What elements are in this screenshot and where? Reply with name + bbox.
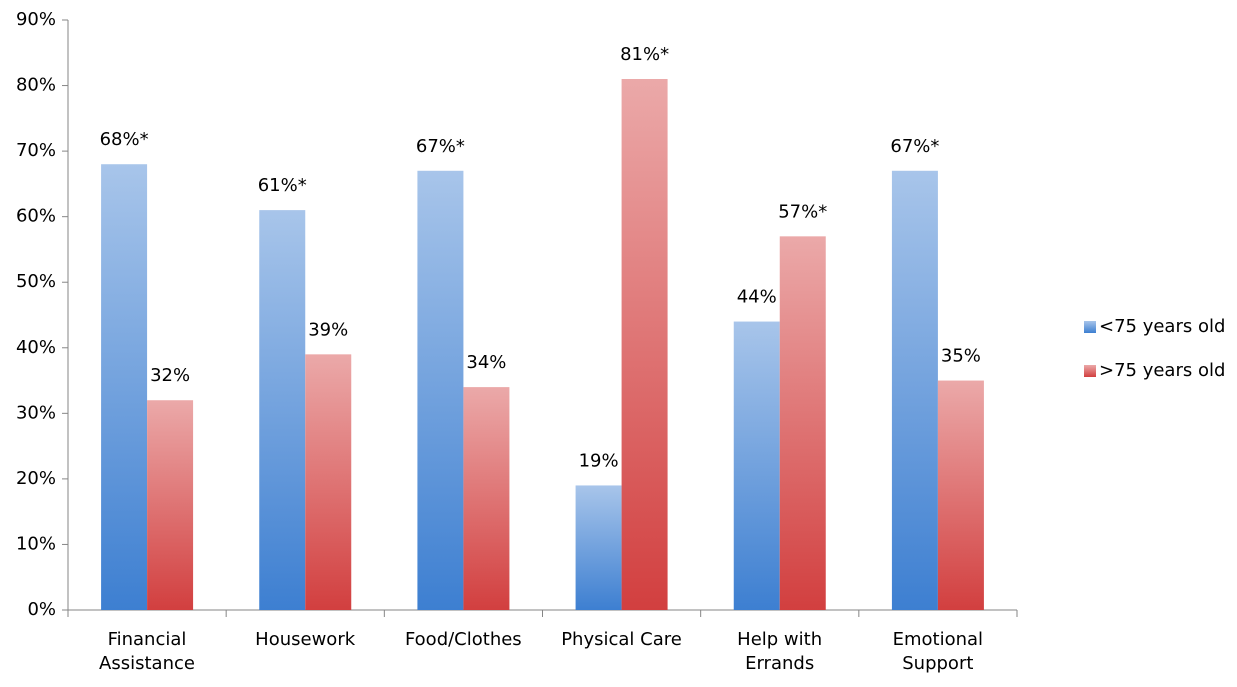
y-tick-label: 50%: [16, 271, 56, 292]
bar: [779, 236, 826, 611]
y-tick-label: 60%: [16, 206, 56, 227]
x-tick-label: Help with Errands: [737, 629, 823, 674]
bar: [259, 210, 306, 610]
x-tick-label: Emotional Support: [892, 629, 984, 674]
value-label: 35%: [941, 346, 981, 367]
y-tick-label: 80%: [16, 75, 56, 96]
legend-swatch: [1084, 365, 1096, 377]
value-label: 81%*: [620, 44, 669, 65]
bar: [101, 164, 148, 610]
y-tick-label: 10%: [16, 533, 56, 554]
bar: [417, 170, 464, 610]
value-label: 61%*: [258, 175, 307, 196]
bar: [575, 485, 622, 610]
x-tick-label: Financial Assistance: [99, 629, 195, 674]
value-label: 57%*: [778, 201, 827, 222]
legend-swatch: [1084, 321, 1096, 333]
y-tick-label: 90%: [16, 9, 56, 30]
x-tick-label: Housework: [255, 629, 356, 650]
bar: [937, 380, 984, 610]
value-label: 34%: [466, 352, 506, 373]
value-label: 19%: [579, 450, 619, 471]
bar: [733, 321, 780, 610]
y-tick-label: 0%: [27, 599, 56, 620]
y-tick-label: 40%: [16, 337, 56, 358]
bar: [463, 387, 510, 610]
x-tick-label: Food/Clothes: [404, 629, 522, 650]
y-tick-label: 70%: [16, 140, 56, 161]
value-label: 68%*: [100, 129, 149, 150]
value-label: 67%*: [890, 136, 939, 157]
value-label: 67%*: [416, 136, 465, 157]
bar: [147, 400, 194, 610]
bar: [621, 79, 668, 610]
legend-label: >75 years old: [1099, 360, 1225, 381]
y-tick-label: 30%: [16, 402, 56, 423]
value-label: 39%: [308, 319, 348, 340]
legend-label: <75 years old: [1099, 316, 1225, 337]
value-label: 44%: [737, 287, 777, 308]
value-label: 32%: [150, 365, 190, 386]
bar: [891, 170, 938, 610]
y-tick-label: 20%: [16, 468, 56, 489]
x-tick-label: Physical Care: [561, 629, 682, 650]
bar: [305, 354, 352, 610]
